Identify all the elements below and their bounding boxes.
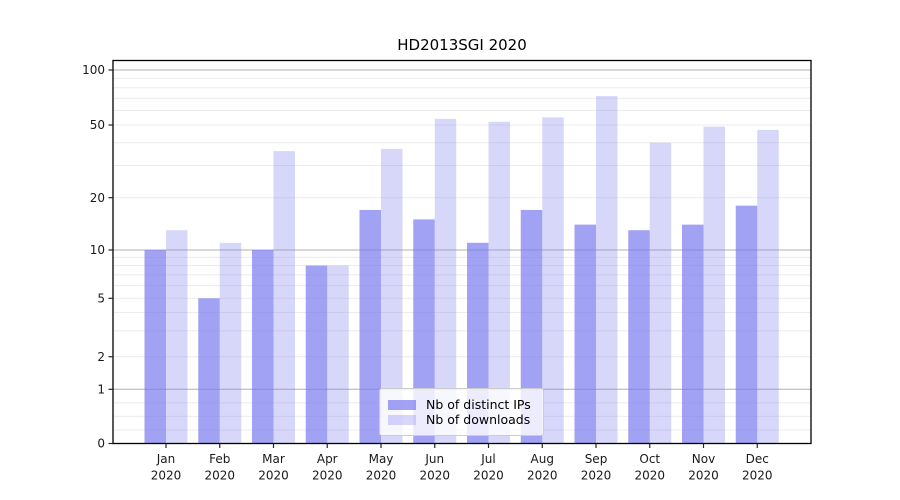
y-tick-label: 5: [97, 292, 105, 306]
bar-distinct-ips-sep: [574, 224, 596, 444]
bar-downloads-nov: [703, 126, 725, 444]
bar-downloads-sep: [596, 96, 618, 444]
legend-label-distinct-ips: Nb of distinct IPs: [426, 397, 531, 412]
chart-title: HD2013SGI 2020: [397, 36, 527, 54]
bar-downloads-oct: [649, 142, 672, 444]
bar-distinct-ips-aug: [520, 209, 543, 444]
legend: Nb of distinct IPs Nb of downloads: [379, 388, 544, 436]
y-tick-label: 2: [97, 350, 105, 364]
x-tick-label-year: 2020: [527, 469, 558, 483]
bar-distinct-ips-may: [359, 209, 381, 444]
bar-distinct-ips-mar: [252, 250, 274, 444]
bar-downloads-mar: [273, 151, 295, 444]
x-tick-label-year: 2020: [473, 469, 504, 483]
x-tick-label-month: Aug: [531, 452, 554, 466]
legend-swatch-distinct-ips: [388, 399, 416, 410]
x-tick-label-year: 2020: [204, 469, 235, 483]
y-tick-label: 100: [82, 63, 105, 77]
x-tick-label-year: 2020: [742, 469, 773, 483]
x-tick-label-year: 2020: [258, 469, 289, 483]
x-tick-label-month: Nov: [692, 452, 715, 466]
x-tick-label-month: Mar: [262, 452, 285, 466]
x-tick-label-month: Jun: [424, 452, 444, 466]
x-tick-label-month: Apr: [317, 452, 338, 466]
bar-downloads-dec: [757, 129, 779, 444]
x-tick-label-year: 2020: [312, 469, 343, 483]
bar-distinct-ips-apr: [305, 265, 328, 444]
bar-distinct-ips-nov: [682, 224, 704, 444]
y-tick-label: 0: [97, 437, 105, 451]
x-tick-label-month: Sep: [585, 452, 608, 466]
bar-distinct-ips-oct: [628, 230, 650, 444]
bar-distinct-ips-jun: [413, 219, 435, 444]
axes-frame: [112, 59, 812, 445]
legend-item-downloads: Nb of downloads: [388, 412, 535, 427]
legend-item-distinct-ips: Nb of distinct IPs: [388, 397, 535, 412]
x-tick-label-year: 2020: [366, 469, 397, 483]
y-tick-label: 1: [97, 383, 105, 397]
x-tick-label-month: May: [369, 452, 394, 466]
bar-downloads-jul: [488, 121, 510, 444]
x-tick-label-month: Jan: [156, 452, 176, 466]
legend-swatch-downloads: [388, 414, 416, 425]
x-tick-label-month: Feb: [209, 452, 230, 466]
bar-downloads-feb: [219, 242, 242, 444]
x-tick-label-month: Jul: [480, 452, 495, 466]
bar-downloads-apr: [327, 265, 349, 444]
x-tick-label-year: 2020: [151, 469, 182, 483]
x-tick-label-year: 2020: [634, 469, 665, 483]
bar-distinct-ips-feb: [198, 298, 220, 444]
bar-distinct-ips-jan: [144, 250, 166, 444]
x-tick-label-year: 2020: [688, 469, 719, 483]
bar-downloads-jun: [434, 118, 457, 444]
y-tick-label: 20: [90, 191, 105, 205]
legend-label-downloads: Nb of downloads: [426, 412, 531, 427]
bar-downloads-jan: [166, 230, 188, 444]
x-tick-label-month: Oct: [639, 452, 660, 466]
bar-downloads-may: [381, 148, 403, 444]
y-tick-label: 50: [90, 118, 105, 132]
x-tick-label-month: Dec: [746, 452, 769, 466]
bar-downloads-aug: [542, 117, 564, 444]
x-tick-label-year: 2020: [581, 469, 612, 483]
x-tick-label-year: 2020: [419, 469, 450, 483]
bar-distinct-ips-dec: [735, 205, 758, 444]
y-tick-label: 10: [90, 243, 105, 257]
